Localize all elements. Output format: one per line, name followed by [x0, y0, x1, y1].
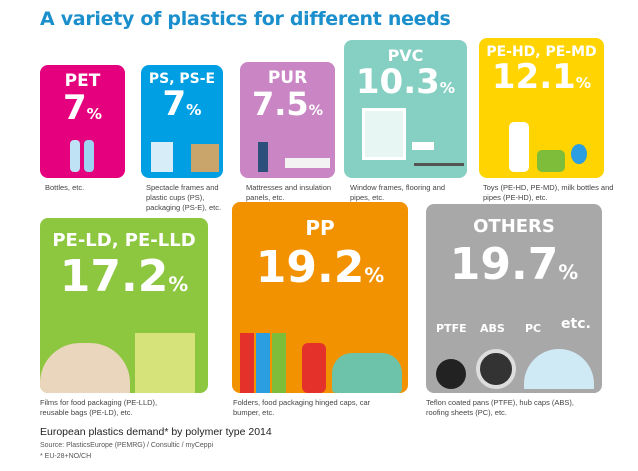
caption-pe-ld: Films for food packaging (PE-LLD), reusa…: [40, 398, 158, 418]
tile-pet: PET 7%: [40, 65, 125, 178]
caption-pe-hd: Toys (PE-HD, PE-MD), milk bottles and pi…: [483, 183, 614, 203]
tile-name: PE-LD, PE-LLD: [52, 230, 196, 251]
bottles-illustration: [40, 132, 125, 172]
sub-abs: ABS: [480, 322, 505, 335]
footer-note: * EU-28+NO/CH: [40, 453, 92, 460]
caption-ps: Spectacle frames and plastic cups (PS), …: [146, 183, 222, 213]
tile-value: 7.5%: [251, 85, 324, 123]
tile-others: OTHERS 19.7% PTFE ABS PC etc.: [426, 204, 602, 393]
tile-name: PE-HD, PE-MD: [486, 44, 597, 60]
tile-pe-ld: PE-LD, PE-LLD 17.2%: [40, 218, 208, 393]
caption-pp: Folders, food packaging hinged caps, car…: [233, 398, 371, 418]
tile-value: 12.1%: [491, 57, 592, 97]
sub-ptfe: PTFE: [436, 322, 467, 335]
pan-wheel-greenhouse-illustration: [426, 339, 602, 389]
tile-name: PUR: [267, 68, 308, 88]
mattress-illustration: [240, 132, 335, 172]
sub-etc: etc.: [561, 316, 591, 332]
folders-car-illustration: [232, 323, 408, 393]
tile-value: 19.7%: [449, 239, 579, 290]
caption-pet: Bottles, etc.: [45, 183, 85, 192]
tile-value: 7%: [162, 84, 202, 124]
caption-others: Teflon coated pans (PTFE), hub caps (ABS…: [426, 398, 574, 418]
tile-value: 17.2%: [59, 251, 189, 302]
tile-pp: PP 19.2%: [232, 202, 408, 393]
tile-pvc: PVC 10.3%: [344, 40, 467, 178]
tile-ps: PS, PS-E 7%: [141, 65, 223, 178]
window-illustration: [344, 108, 467, 172]
tile-pe-hd: PE-HD, PE-MD 12.1%: [479, 38, 604, 178]
tile-value: 10.3%: [355, 62, 456, 102]
tile-pur: PUR 7.5%: [240, 62, 335, 178]
sub-pc: PC: [525, 322, 542, 335]
caption-pvc: Window frames, flooring and pipes, etc.: [350, 183, 446, 203]
caption-pur: Mattresses and insulation panels, etc.: [246, 183, 332, 203]
footer-heading: European plastics demand* by polymer typ…: [40, 426, 272, 438]
tile-name: PS, PS-E: [148, 71, 216, 87]
tile-name: PP: [305, 216, 335, 240]
page-title: A variety of plastics for different need…: [40, 8, 451, 30]
tile-name: PVC: [387, 46, 424, 65]
tile-value: 19.2%: [255, 242, 385, 293]
footer-source: Source: PlasticsEurope (PEMRG) / Consult…: [40, 442, 214, 449]
tile-name: PET: [64, 71, 101, 91]
tile-value: 7%: [63, 88, 102, 128]
cups-illustration: [141, 132, 223, 172]
tile-name: OTHERS: [473, 216, 555, 237]
food-bag-illustration: [40, 333, 208, 393]
toys-illustration: [479, 112, 604, 172]
